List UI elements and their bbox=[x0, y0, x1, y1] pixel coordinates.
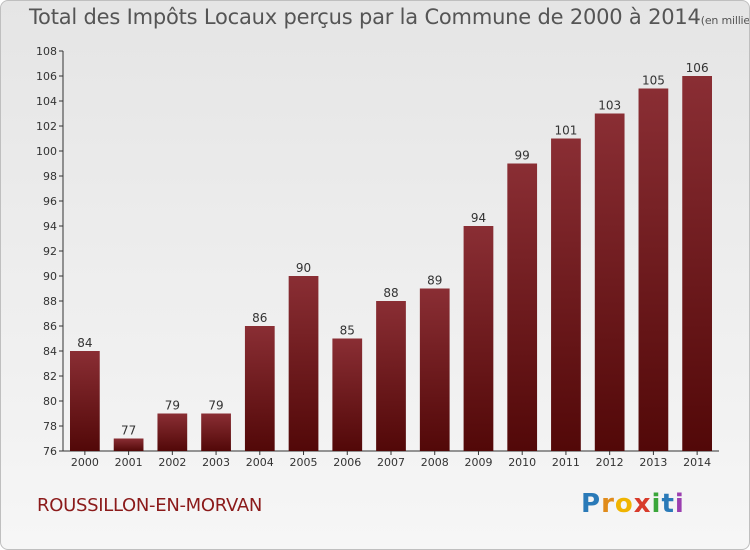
logo-letter: i bbox=[651, 489, 662, 519]
x-tick-label: 2001 bbox=[115, 456, 143, 469]
y-tick-label: 106 bbox=[36, 70, 57, 83]
x-tick-label: 2011 bbox=[552, 456, 580, 469]
logo-letter: o bbox=[614, 489, 634, 519]
logo-letter: t bbox=[661, 489, 675, 519]
logo-letter: P bbox=[581, 489, 602, 519]
x-tick-label: 2013 bbox=[639, 456, 667, 469]
x-tick-label: 2003 bbox=[202, 456, 230, 469]
bar-value-label: 88 bbox=[383, 286, 398, 300]
bar bbox=[594, 113, 625, 451]
x-tick-label: 2012 bbox=[596, 456, 624, 469]
chart-title-text: Total des Impôts Locaux perçus par la Co… bbox=[29, 5, 701, 29]
x-tick-label: 2009 bbox=[464, 456, 492, 469]
commune-name: ROUSSILLON-EN-MORVAN bbox=[37, 495, 263, 516]
y-tick-label: 92 bbox=[43, 245, 57, 258]
logo-letter: i bbox=[674, 489, 685, 519]
y-tick-label: 94 bbox=[43, 220, 57, 233]
bar bbox=[288, 276, 319, 451]
bar bbox=[157, 413, 188, 451]
y-tick-label: 98 bbox=[43, 170, 57, 183]
y-tick-label: 88 bbox=[43, 295, 57, 308]
bar-value-label: 79 bbox=[208, 399, 223, 413]
y-tick-label: 84 bbox=[43, 345, 57, 358]
y-tick-label: 96 bbox=[43, 195, 57, 208]
bar bbox=[463, 226, 494, 451]
bar-value-label: 90 bbox=[296, 261, 311, 275]
bar bbox=[113, 438, 144, 451]
bar bbox=[419, 288, 450, 451]
bar-value-label: 86 bbox=[252, 311, 267, 325]
y-tick-label: 80 bbox=[43, 395, 57, 408]
y-tick-label: 100 bbox=[36, 145, 57, 158]
bar bbox=[69, 351, 100, 451]
x-tick-label: 2002 bbox=[158, 456, 186, 469]
bar bbox=[376, 301, 406, 451]
bar-value-label: 84 bbox=[77, 336, 92, 350]
bar-value-label: 103 bbox=[598, 99, 621, 113]
chart-title: Total des Impôts Locaux perçus par la Co… bbox=[29, 5, 750, 29]
x-tick-label: 2000 bbox=[71, 456, 99, 469]
bar-value-label: 106 bbox=[686, 61, 709, 75]
bar bbox=[507, 163, 538, 451]
bar-value-label: 101 bbox=[554, 124, 577, 138]
bar bbox=[201, 413, 231, 451]
chart-unit: (en milliers d'€) bbox=[700, 14, 750, 27]
bar-value-label: 79 bbox=[165, 399, 180, 413]
x-tick-label: 2006 bbox=[333, 456, 361, 469]
x-tick-label: 2014 bbox=[683, 456, 711, 469]
bar-value-label: 99 bbox=[515, 149, 530, 163]
bar bbox=[551, 138, 581, 451]
y-tick-label: 86 bbox=[43, 320, 57, 333]
bar-value-label: 94 bbox=[471, 211, 486, 225]
y-tick-label: 108 bbox=[36, 45, 57, 58]
bar bbox=[638, 88, 669, 451]
y-tick-label: 76 bbox=[43, 445, 57, 458]
bar bbox=[682, 76, 713, 451]
x-tick-label: 2010 bbox=[508, 456, 536, 469]
x-tick-label: 2008 bbox=[421, 456, 449, 469]
y-tick-label: 82 bbox=[43, 370, 57, 383]
logo-letter: x bbox=[633, 489, 652, 519]
bar bbox=[244, 326, 275, 451]
x-tick-label: 2004 bbox=[246, 456, 274, 469]
proxiti-logo: Proxiti bbox=[581, 489, 685, 519]
bar-value-label: 77 bbox=[121, 424, 136, 438]
bar-value-label: 85 bbox=[340, 324, 355, 338]
x-tick-label: 2005 bbox=[290, 456, 318, 469]
x-tick-label: 2007 bbox=[377, 456, 405, 469]
bar-value-label: 89 bbox=[427, 274, 442, 288]
bar bbox=[332, 338, 363, 451]
y-tick-label: 102 bbox=[36, 120, 57, 133]
y-tick-label: 90 bbox=[43, 270, 57, 283]
y-tick-label: 78 bbox=[43, 420, 57, 433]
logo-letter: r bbox=[601, 489, 615, 519]
bar-value-label: 105 bbox=[642, 74, 665, 88]
y-tick-label: 104 bbox=[36, 95, 57, 108]
